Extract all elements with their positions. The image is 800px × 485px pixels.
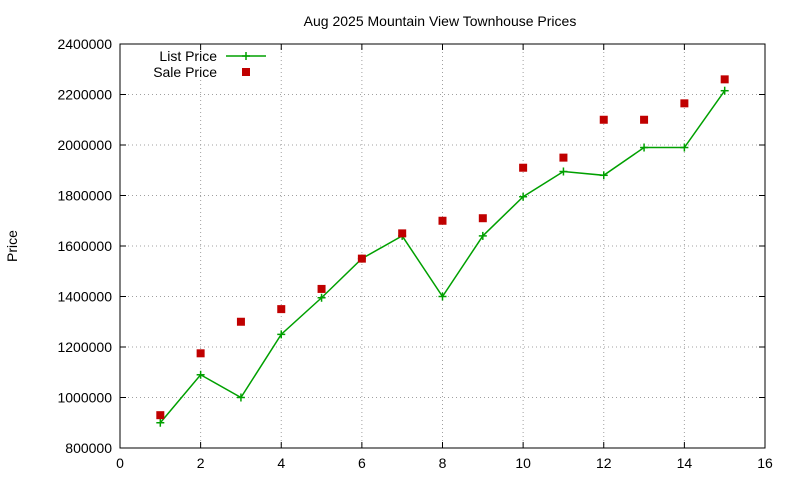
data-point [277,330,286,339]
y-tick-label: 1000000 [57,390,112,406]
data-point [277,305,286,314]
y-axis-label: Price [4,230,20,262]
legend-label: List Price [159,48,217,64]
x-tick-label: 16 [757,455,773,471]
data-point [519,192,528,201]
data-point [398,229,407,238]
data-point [478,214,487,223]
data-point [720,75,729,84]
y-tick-label: 1200000 [57,339,112,355]
data-point [438,216,447,225]
data-point [680,143,689,152]
data-point [680,99,689,108]
data-point [236,317,245,326]
x-tick-label: 8 [439,455,447,471]
data-point [236,393,245,402]
grid-lines [120,44,765,448]
data-point [196,349,205,358]
y-tick-label: 2200000 [57,87,112,103]
legend-marker [242,52,250,60]
y-tick-label: 2400000 [57,36,112,52]
data-point [720,86,729,95]
x-tick-label: 4 [277,455,285,471]
y-tick-label: 1400000 [57,289,112,305]
data-point [640,115,649,124]
data-point [559,153,568,162]
data-point [196,370,205,379]
x-tick-label: 14 [677,455,693,471]
x-tick-label: 6 [358,455,366,471]
chart-title: Aug 2025 Mountain View Townhouse Prices [304,13,577,29]
x-tick-label: 0 [116,455,124,471]
data-point [559,167,568,176]
data-point [599,115,608,124]
legend-label: Sale Price [153,64,217,80]
data-point [317,284,326,293]
data-point [317,293,326,302]
data-point [156,411,165,420]
data-point [478,231,487,240]
data-point [640,143,649,152]
x-tick-label: 2 [197,455,205,471]
data-point [357,254,366,263]
axis-ticks: 0 2 4 6 8 10 12 14 16 800000 1000000 1200000 1400000… [57,36,773,471]
y-tick-label: 2000000 [57,137,112,153]
series-sale-price [156,75,729,420]
series-layer [156,75,729,427]
x-tick-label: 10 [515,455,531,471]
x-tick-label: 12 [596,455,612,471]
data-point [519,163,528,172]
legend-marker [242,68,250,76]
y-tick-label: 1800000 [57,188,112,204]
plot-frame [119,43,766,449]
data-point [156,418,165,427]
data-point [438,292,447,301]
y-tick-label: 800000 [65,440,112,456]
y-tick-label: 1600000 [57,238,112,254]
data-point [599,171,608,180]
